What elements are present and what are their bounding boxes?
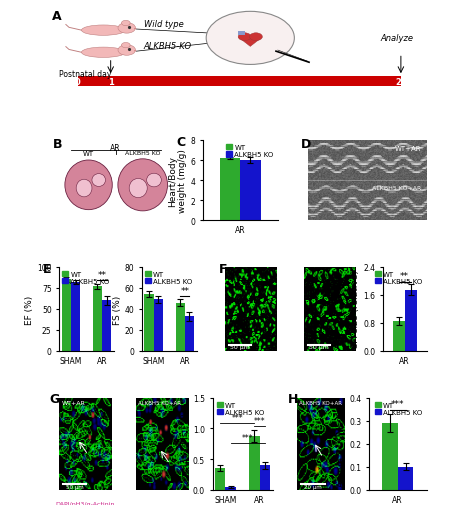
Ellipse shape [92, 174, 106, 187]
Bar [78, 77, 401, 87]
Circle shape [118, 24, 136, 34]
Text: B: B [53, 137, 62, 150]
Bar [175, 303, 185, 351]
Bar [260, 465, 270, 490]
Bar [398, 467, 413, 490]
Bar [185, 317, 194, 351]
Text: DAPI/pH3/α-Actinin: DAPI/pH3/α-Actinin [56, 501, 115, 505]
Ellipse shape [76, 180, 92, 197]
Bar [215, 469, 226, 490]
Legend: WT, ALKBH5 KO: WT, ALKBH5 KO [374, 271, 423, 285]
Bar [71, 282, 81, 351]
Text: WT+AR: WT+AR [395, 146, 421, 152]
Text: 0: 0 [75, 77, 81, 86]
Bar [62, 280, 71, 351]
Bar [145, 294, 154, 351]
Ellipse shape [129, 179, 147, 198]
Legend: WT, ALKBH5 KO: WT, ALKBH5 KO [226, 144, 274, 159]
Text: G: G [50, 392, 60, 406]
Ellipse shape [82, 26, 125, 36]
Text: Postnatal day: Postnatal day [59, 70, 111, 79]
Y-axis label: pH3⁺ CMs (%): pH3⁺ CMs (%) [181, 413, 190, 475]
Legend: WT, ALKBH5 KO: WT, ALKBH5 KO [216, 401, 265, 416]
Ellipse shape [146, 174, 161, 187]
Text: F: F [219, 262, 227, 275]
Text: 50 μm: 50 μm [309, 344, 329, 349]
Bar [238, 32, 245, 36]
Text: **: ** [400, 272, 409, 281]
Text: D: D [301, 137, 311, 150]
Legend: WT, ALKBH5 KO: WT, ALKBH5 KO [144, 271, 193, 285]
Y-axis label: Aurora B⁺ CMs (%): Aurora B⁺ CMs (%) [337, 402, 346, 486]
Legend: WT, ALKBH5 KO: WT, ALKBH5 KO [374, 401, 423, 416]
Y-axis label: FS (%): FS (%) [113, 295, 122, 324]
Text: ***: *** [391, 399, 404, 409]
Circle shape [206, 12, 294, 65]
Text: WT: WT [83, 151, 94, 157]
Bar [220, 159, 240, 221]
Text: **: ** [180, 286, 189, 295]
Text: 21: 21 [395, 77, 407, 86]
Bar [154, 300, 163, 351]
Text: ALKBH5 KO+AR: ALKBH5 KO+AR [138, 400, 181, 406]
Text: ***: *** [242, 433, 254, 442]
Bar [226, 487, 236, 490]
Ellipse shape [82, 48, 125, 58]
Bar [93, 287, 102, 351]
Circle shape [118, 45, 136, 56]
Text: A: A [52, 10, 62, 23]
Ellipse shape [65, 161, 112, 210]
Circle shape [121, 21, 130, 27]
Ellipse shape [134, 51, 137, 52]
Text: WT+AR: WT+AR [62, 400, 86, 406]
Text: 1: 1 [108, 77, 114, 86]
Text: C: C [176, 136, 185, 149]
Text: ALKBH5 KO: ALKBH5 KO [125, 151, 161, 156]
Text: ALKBH5 KO+AR: ALKBH5 KO+AR [299, 400, 342, 406]
Text: E: E [43, 262, 51, 275]
Text: AR: AR [110, 144, 121, 153]
Circle shape [121, 43, 130, 48]
Circle shape [238, 34, 251, 41]
Text: 20 μm: 20 μm [304, 484, 322, 489]
Text: ***: *** [254, 416, 265, 425]
Legend: WT, ALKBH5 KO: WT, ALKBH5 KO [62, 271, 110, 285]
Y-axis label: Heart/Body
weight (mg/g): Heart/Body weight (mg/g) [168, 149, 187, 213]
Text: Wild type: Wild type [144, 20, 183, 29]
Ellipse shape [134, 29, 137, 30]
Y-axis label: CM size (relative): CM size (relative) [351, 270, 360, 348]
Ellipse shape [118, 160, 167, 212]
Text: ALKBH5 KO+AR: ALKBH5 KO+AR [372, 186, 421, 191]
Bar [249, 436, 260, 490]
Text: 50 μm: 50 μm [230, 344, 250, 349]
Polygon shape [238, 38, 262, 47]
Bar [405, 290, 417, 351]
Text: H: H [288, 392, 299, 406]
Circle shape [249, 34, 263, 41]
Text: 50 μm: 50 μm [66, 484, 84, 489]
Text: **: ** [98, 271, 107, 280]
Y-axis label: EF (%): EF (%) [25, 295, 34, 324]
Bar [240, 161, 261, 221]
Bar [382, 423, 398, 490]
Text: ***: *** [232, 414, 243, 423]
Text: Analyze: Analyze [381, 34, 414, 43]
Bar [393, 322, 405, 351]
Text: ALKBH5-KO: ALKBH5-KO [144, 42, 192, 51]
Bar [102, 301, 111, 351]
